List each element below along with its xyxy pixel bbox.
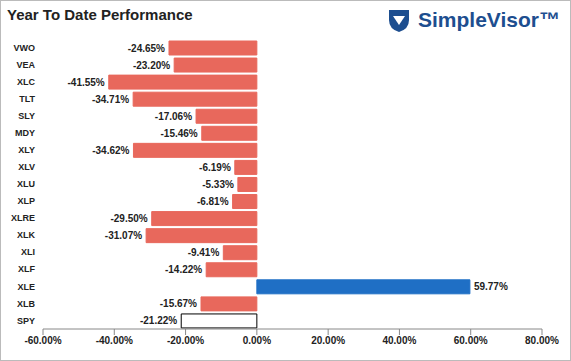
svg-text:XLI: XLI [21, 247, 35, 257]
svg-text:XLV: XLV [18, 162, 35, 172]
svg-text:XLF: XLF [18, 264, 36, 274]
svg-text:59.77%: 59.77% [474, 281, 508, 292]
svg-text:TLT: TLT [19, 94, 35, 104]
svg-text:SLY: SLY [18, 111, 35, 121]
svg-text:-9.41%: -9.41% [188, 247, 220, 258]
svg-text:MDY: MDY [15, 128, 35, 138]
svg-text:XLC: XLC [17, 77, 36, 87]
svg-text:-34.62%: -34.62% [92, 145, 129, 156]
svg-text:-15.46%: -15.46% [161, 128, 198, 139]
svg-text:-6.81%: -6.81% [197, 196, 229, 207]
svg-text:40.00%: 40.00% [382, 335, 416, 346]
svg-text:XLK: XLK [17, 230, 36, 240]
svg-text:SPY: SPY [17, 316, 35, 326]
svg-text:XLP: XLP [17, 196, 35, 206]
svg-text:-14.22%: -14.22% [165, 264, 202, 275]
svg-text:-31.07%: -31.07% [105, 230, 142, 241]
svg-text:XLE: XLE [17, 282, 35, 292]
svg-text:-15.67%: -15.67% [160, 298, 197, 309]
svg-text:60.00%: 60.00% [454, 335, 488, 346]
svg-text:-40.00%: -40.00% [96, 335, 133, 346]
svg-text:-21.22%: -21.22% [140, 315, 177, 326]
svg-text:-5.33%: -5.33% [202, 179, 234, 190]
svg-text:XLU: XLU [17, 179, 35, 189]
svg-text:-41.55%: -41.55% [68, 77, 105, 88]
svg-text:20.00%: 20.00% [311, 335, 345, 346]
html-text:SimpleVisor™: SimpleVisor™ [418, 8, 560, 31]
svg-text:-23.20%: -23.20% [133, 60, 170, 71]
svg-text:XLRE: XLRE [11, 213, 35, 223]
svg-text:0.00%: 0.00% [243, 335, 271, 346]
svg-text:XLB: XLB [17, 299, 36, 309]
svg-text:-24.65%: -24.65% [128, 43, 165, 54]
svg-text:VEA: VEA [16, 60, 35, 70]
svg-text:XLY: XLY [18, 145, 35, 155]
svg-text:-29.50%: -29.50% [110, 213, 147, 224]
svg-text:-17.06%: -17.06% [155, 111, 192, 122]
svg-text:-20.00%: -20.00% [167, 335, 204, 346]
svg-text:VWO: VWO [14, 43, 36, 53]
svg-text:80.00%: 80.00% [525, 335, 559, 346]
svg-text:-6.19%: -6.19% [199, 162, 231, 173]
html-text:Year To Date Performance: Year To Date Performance [7, 6, 193, 23]
svg-text:-34.71%: -34.71% [92, 94, 129, 105]
svg-text:-60.00%: -60.00% [24, 335, 61, 346]
